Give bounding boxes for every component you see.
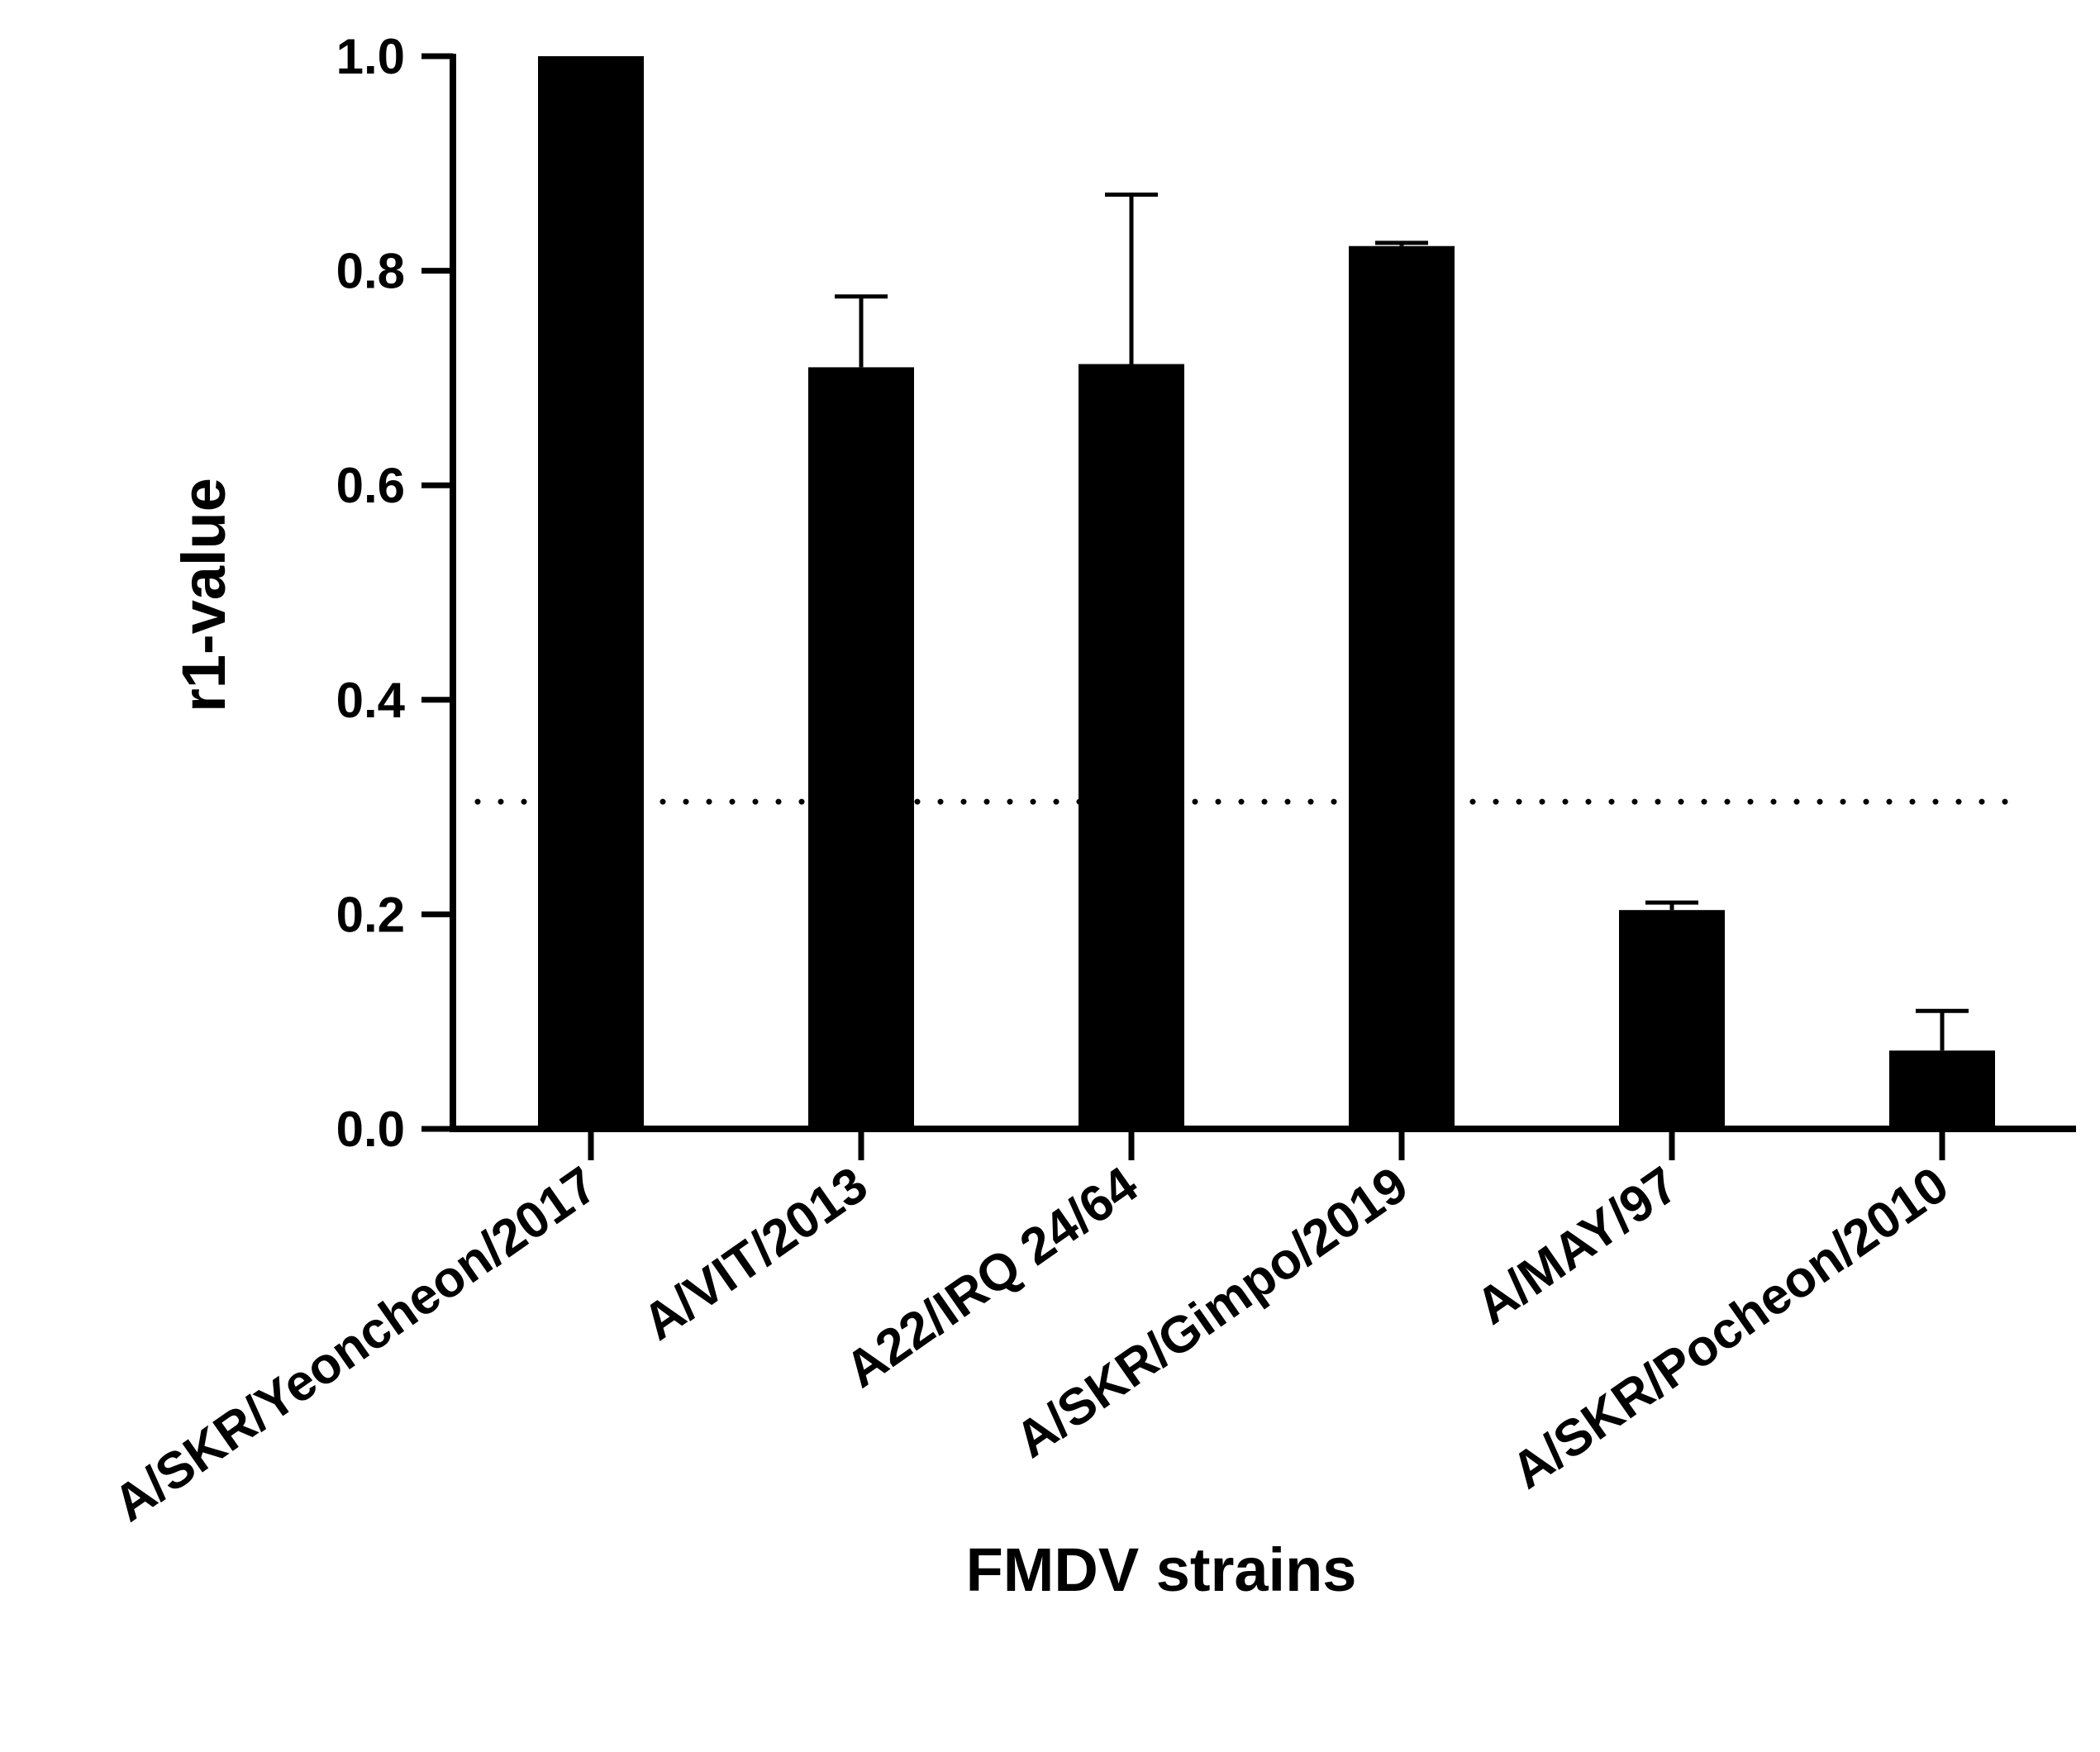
bar [1079,364,1184,1129]
y-tick-label: 0.0 [336,1102,405,1157]
y-axis-title: r1-value [169,478,238,712]
bar [808,367,914,1129]
bar [1349,245,1455,1130]
x-axis-title: FMDV strains [966,1535,1357,1604]
y-tick-label: 0.4 [336,673,406,728]
axes [450,54,2076,1132]
bar [1889,1050,1995,1129]
bar [538,56,644,1129]
error-bars [835,192,1969,1051]
y-tick-label: 1.0 [336,29,405,84]
y-axis-ticks: 0.0 0.2 0.4 0.6 0.8 1.0 [336,29,453,1157]
y-tick-label: 0.8 [336,244,405,299]
y-tick-label: 0.2 [336,887,405,942]
y-tick-label: 0.6 [336,458,405,513]
bars [538,56,1995,1130]
bar [1619,910,1725,1129]
